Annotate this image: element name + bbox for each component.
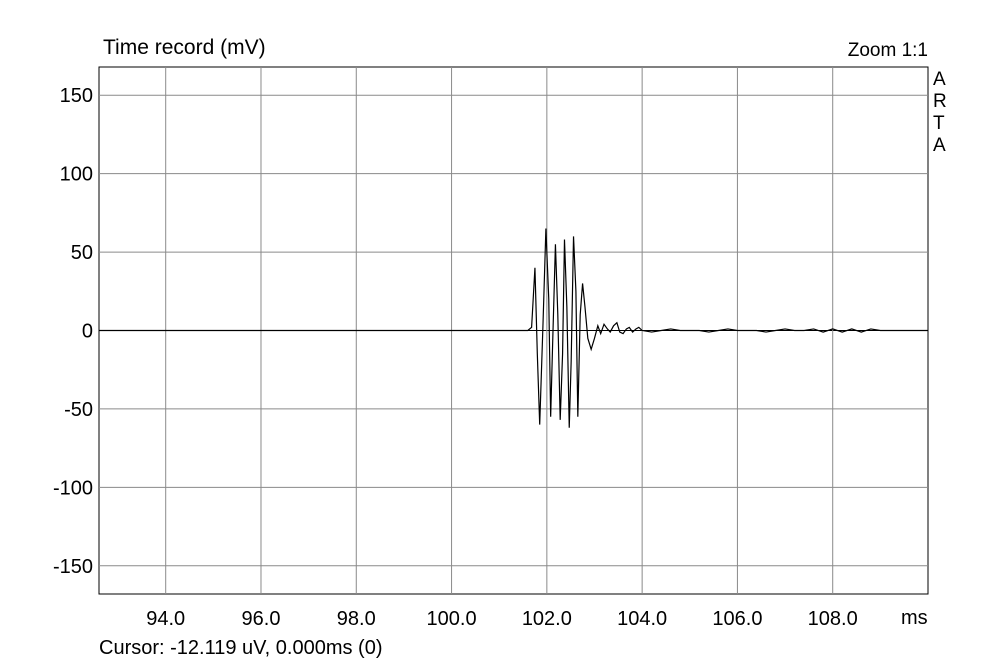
signal-trace — [99, 228, 928, 428]
x-tick-label: 96.0 — [242, 608, 281, 630]
brand-letter: T — [933, 113, 945, 134]
y-tick-label: -100 — [53, 477, 93, 499]
x-axis-unit: ms — [901, 607, 928, 629]
cursor-readout: Cursor: -12.119 uV, 0.000ms (0) — [99, 637, 383, 659]
x-tick-label: 100.0 — [427, 608, 477, 630]
x-tick-label: 102.0 — [522, 608, 572, 630]
y-tick-label: -150 — [53, 556, 93, 578]
zoom-label[interactable]: Zoom 1:1 — [847, 40, 928, 61]
brand-letter: A — [933, 69, 946, 90]
x-tick-label: 108.0 — [808, 608, 858, 630]
y-tick-label: 50 — [71, 242, 93, 264]
y-tick-label: 0 — [82, 321, 93, 343]
x-tick-label: 106.0 — [712, 608, 762, 630]
y-tick-label: -50 — [64, 399, 93, 421]
chart-title: Time record (mV) — [103, 36, 266, 59]
x-tick-label: 94.0 — [146, 608, 185, 630]
x-tick-label: 98.0 — [337, 608, 376, 630]
x-tick-label: 104.0 — [617, 608, 667, 630]
brand-letter: A — [933, 135, 946, 156]
x-axis-ticks: 94.0 96.0 98.0 100.0 102.0 104.0 106.0 108.0 — [146, 608, 858, 630]
brand-letter: R — [933, 91, 947, 112]
y-tick-label: 150 — [60, 85, 93, 107]
y-axis-ticks: 150 100 50 0 -50 -100 -150 — [53, 85, 93, 578]
y-tick-label: 100 — [60, 164, 93, 186]
